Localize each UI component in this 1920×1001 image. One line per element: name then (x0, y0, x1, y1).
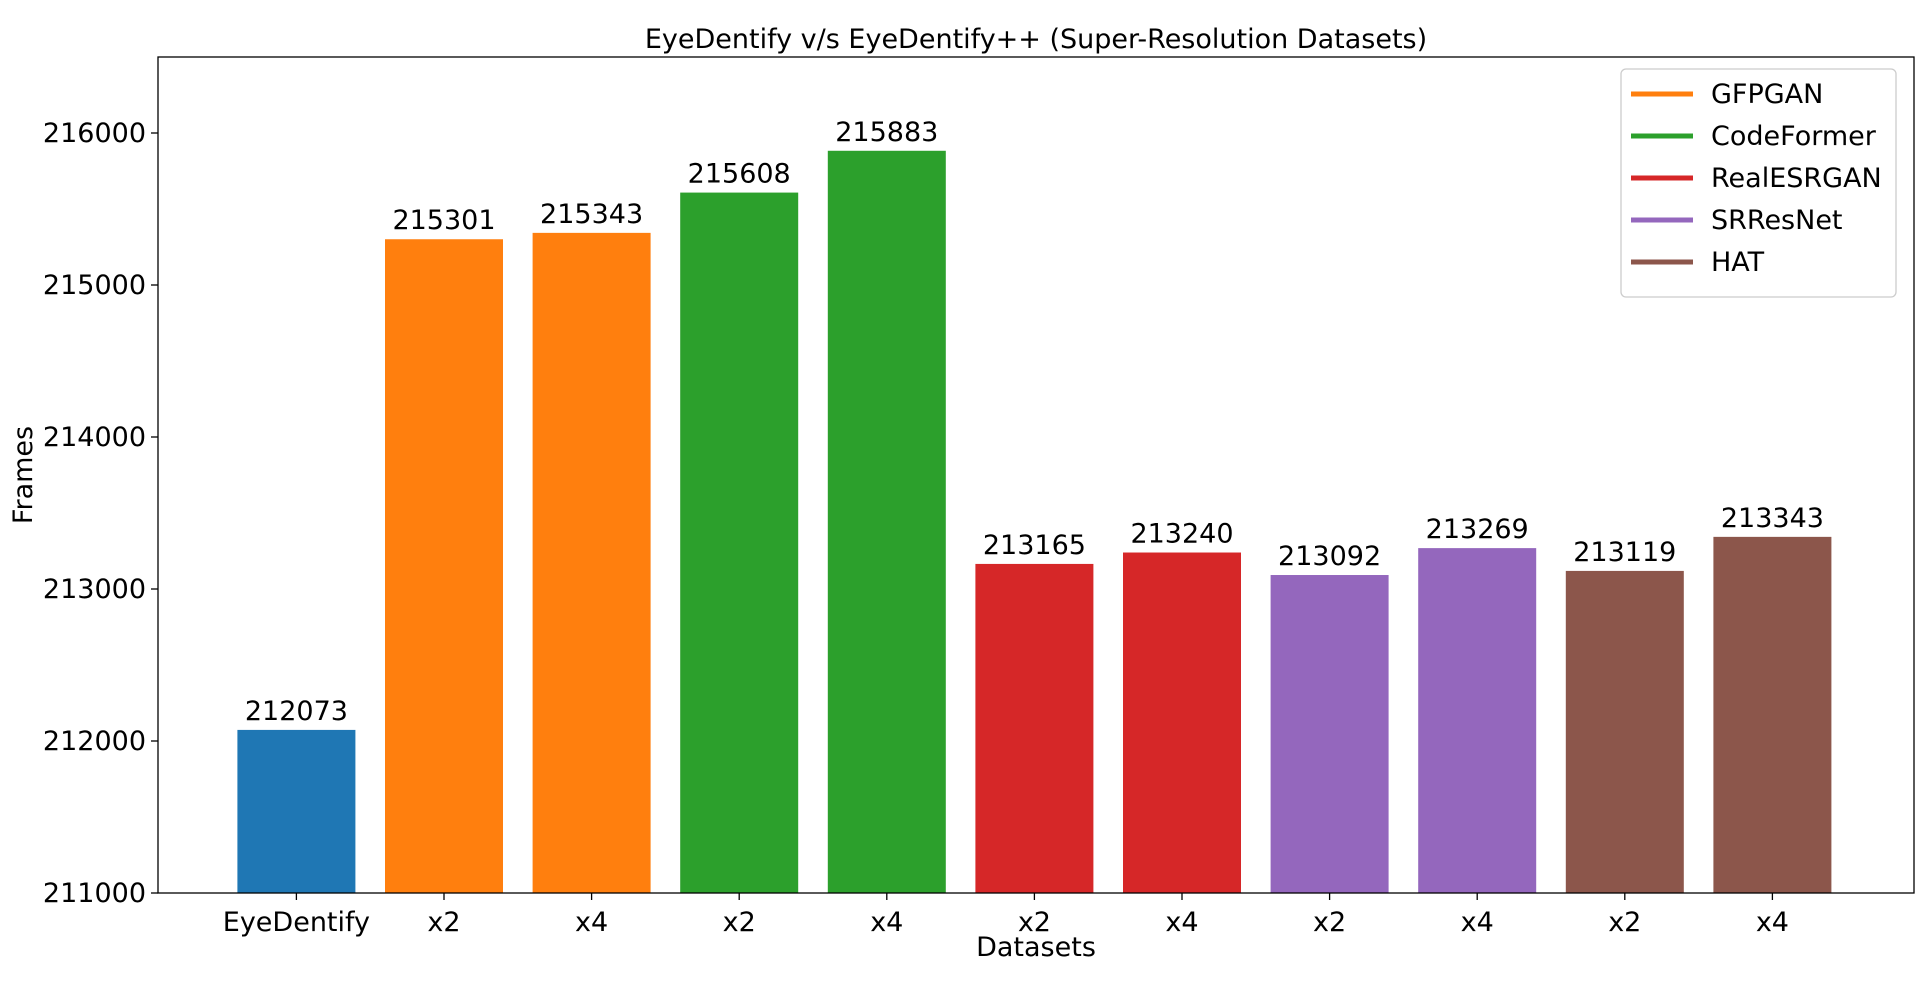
legend-label-1: CodeFormer (1711, 121, 1877, 152)
x-tick-label-4: x4 (870, 907, 903, 938)
legend: GFPGAN CodeFormer RealESRGAN SRResNet HAT (1620, 68, 1897, 298)
bar-2 (532, 232, 651, 893)
x-axis-label: Datasets (976, 932, 1096, 963)
bar-0 (237, 729, 356, 893)
plot-area-frame (157, 56, 1915, 894)
data-label-1: 215301 (392, 205, 495, 236)
legend-label-3: SRResNet (1711, 205, 1843, 236)
data-label-6: 213240 (1130, 519, 1233, 550)
data-label-9: 213119 (1573, 537, 1676, 568)
data-label-2: 215343 (540, 199, 643, 230)
bars-layer (237, 150, 1832, 894)
data-label-7: 213092 (1278, 541, 1381, 572)
bar-3 (680, 192, 799, 894)
x-tick-label-2: x4 (575, 907, 608, 938)
data-label-0: 212073 (245, 696, 348, 727)
x-tick-label-6: x4 (1165, 907, 1198, 938)
y-tick-label-1: 212000 (43, 726, 146, 757)
bar-1 (385, 239, 503, 894)
data-label-5: 213165 (983, 530, 1086, 561)
x-tick-label-1: x2 (427, 907, 460, 938)
bar-7 (1270, 575, 1389, 893)
y-tick-label-0: 211000 (43, 878, 146, 909)
chart-title: EyeDentify v/s EyeDentify++ (Super-Resol… (645, 24, 1427, 55)
y-axis-label: Frames (8, 426, 39, 524)
x-tick-label-9: x2 (1608, 907, 1641, 938)
y-tick-label-5: 216000 (43, 118, 146, 149)
x-axis-ticks: EyeDentify x2 x4 x2 x4 x2 x4 x2 x4 x2 x4 (223, 893, 1789, 938)
legend-box (1620, 68, 1897, 298)
bar-4 (827, 150, 946, 893)
bar-6 (1123, 552, 1241, 893)
legend-label-0: GFPGAN (1711, 79, 1823, 110)
bar-9 (1565, 570, 1684, 893)
legend-label-2: RealESRGAN (1711, 163, 1882, 194)
data-labels-layer: 212073 215301 215343 215608 215883 213165 2132… (245, 117, 1824, 727)
x-tick-label-5: x2 (1018, 907, 1051, 938)
x-tick-label-3: x2 (723, 907, 756, 938)
y-tick-label-4: 215000 (43, 270, 146, 301)
y-tick-label-2: 213000 (43, 574, 146, 605)
legend-label-4: HAT (1711, 247, 1765, 278)
data-label-8: 213269 (1426, 514, 1529, 545)
data-label-3: 215608 (688, 159, 791, 190)
x-tick-label-0: EyeDentify (223, 907, 370, 938)
data-label-10: 213343 (1721, 503, 1824, 534)
data-label-4: 215883 (835, 117, 938, 148)
bar-8 (1418, 548, 1537, 893)
x-tick-label-10: x4 (1756, 907, 1789, 938)
bar-10 (1713, 536, 1832, 893)
x-tick-label-7: x2 (1313, 907, 1346, 938)
y-axis-ticks: 211000 212000 213000 214000 215000 216000 (43, 118, 158, 909)
bar-5 (975, 563, 1094, 893)
x-tick-label-8: x4 (1461, 907, 1494, 938)
y-tick-label-3: 214000 (43, 422, 146, 453)
